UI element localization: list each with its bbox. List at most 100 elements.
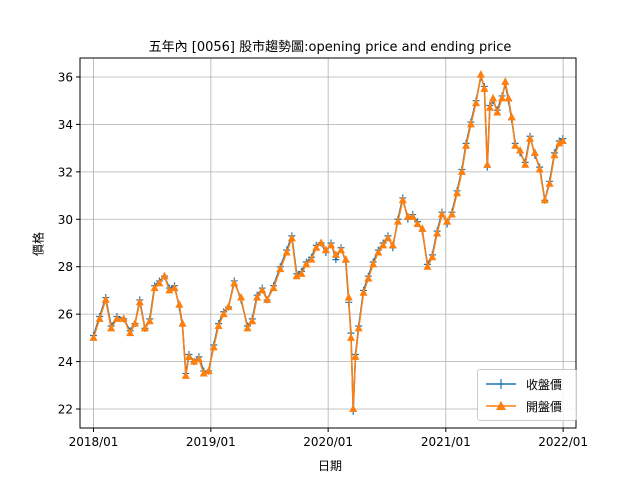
open-price-point: [184, 352, 193, 360]
open-price-point: [550, 150, 559, 159]
open-price-point: [511, 141, 520, 149]
open-price-point: [462, 141, 471, 149]
legend-item-open: 開盤價: [484, 397, 562, 415]
y-tick-label: 30: [58, 213, 73, 227]
open-price-point: [526, 134, 535, 142]
open-price-point: [388, 240, 397, 249]
open-price-point: [530, 148, 539, 156]
open-price-point: [150, 283, 159, 292]
open-price-point: [480, 84, 489, 92]
open-price-point: [119, 314, 128, 322]
open-price-point: [258, 285, 267, 294]
open-price-point: [140, 323, 149, 332]
open-price-point: [178, 319, 187, 327]
y-tick-label: 24: [58, 355, 73, 369]
open-price-point: [302, 259, 311, 268]
open-price-point: [466, 119, 475, 128]
y-tick-label: 22: [58, 403, 73, 417]
open-price-point: [269, 283, 278, 292]
open-price-point: [457, 167, 466, 175]
open-price-point: [493, 108, 502, 116]
open-price-point: [107, 323, 116, 332]
open-price-point: [190, 357, 199, 365]
open-price-point: [181, 371, 190, 379]
y-tick-label: 28: [58, 260, 73, 274]
open-price-point: [317, 238, 326, 246]
open-price-point: [112, 314, 121, 322]
legend: 收盤價 開盤價: [477, 369, 577, 421]
x-tick-label: 2021/01: [421, 435, 471, 449]
open-price-point: [374, 247, 383, 256]
open-price-point: [155, 278, 164, 287]
x-tick-label: 2018/01: [69, 435, 119, 449]
open-price-point: [418, 224, 427, 232]
open-price-point: [447, 210, 456, 218]
open-price-point: [321, 245, 330, 254]
open-price-point: [248, 316, 257, 325]
open-price-point: [194, 354, 203, 363]
open-price-point: [101, 295, 110, 303]
open-price-point: [331, 250, 340, 258]
open-price-point: [199, 368, 208, 377]
open-price-point: [175, 300, 184, 308]
open-price-point: [476, 70, 485, 78]
open-price-point: [263, 295, 272, 303]
open-price-point: [504, 93, 513, 102]
open-price-point: [160, 271, 169, 280]
open-price-point: [89, 333, 98, 341]
open-price-point: [558, 136, 567, 145]
open-price-point: [507, 112, 516, 121]
x-tick-label: 2019/01: [186, 435, 236, 449]
open-price-point: [354, 323, 363, 332]
open-price-point: [126, 328, 135, 337]
open-price-point: [237, 293, 246, 301]
open-price-point: [498, 93, 507, 102]
open-price-point: [230, 278, 239, 287]
open-price-point: [145, 316, 154, 325]
open-price-point: [344, 293, 353, 301]
open-price-point: [327, 240, 336, 249]
open-price-point: [453, 188, 462, 197]
open-price-point: [165, 285, 174, 294]
grid-lines: [80, 58, 576, 428]
x-tick-label: 2022/01: [538, 435, 588, 449]
open-price-point: [437, 210, 446, 218]
open-price-point: [204, 366, 213, 375]
chart-title: 五年內 [0056] 股市趨勢圖:opening price and endin…: [148, 40, 512, 55]
legend-label-open: 開盤價: [526, 399, 563, 414]
open-price-point: [351, 352, 360, 360]
open-price-point: [408, 212, 417, 220]
open-price-point: [545, 179, 554, 187]
open-price-point: [243, 323, 252, 332]
open-price-point: [555, 138, 564, 147]
open-price-point: [209, 342, 218, 351]
open-price-point: [135, 297, 144, 306]
y-axis-ticks: 22 24 26 28 30 32 34 36: [58, 70, 80, 417]
open-price-point: [535, 164, 544, 173]
open-price-point: [214, 321, 223, 330]
open-price-point: [501, 77, 510, 85]
open-price-point: [219, 309, 228, 318]
open-price-point: [369, 259, 378, 268]
x-axis-label: 日期: [317, 459, 342, 473]
x-axis-ticks: 2018/01 2019/01 2020/01 2021/01 2022/01: [69, 428, 588, 449]
open-price-point: [349, 404, 358, 413]
open-price-point: [307, 255, 316, 263]
open-price-point: [346, 333, 355, 341]
open-price-point: [276, 264, 285, 273]
open-price-point: [423, 262, 432, 270]
y-axis-label: 價格: [31, 231, 46, 257]
open-price-point: [433, 229, 442, 237]
open-price-point: [485, 103, 494, 111]
open-price-point: [383, 233, 392, 242]
open-price-point: [472, 98, 481, 107]
open-price-point: [393, 217, 402, 225]
y-tick-label: 32: [58, 165, 73, 179]
open-price-point: [292, 271, 301, 280]
x-tick-label: 2020/01: [303, 435, 353, 449]
open-price-point: [516, 146, 525, 154]
open-price-point: [130, 319, 139, 327]
open-price-series: [89, 70, 567, 413]
y-tick-label: 34: [58, 118, 73, 132]
